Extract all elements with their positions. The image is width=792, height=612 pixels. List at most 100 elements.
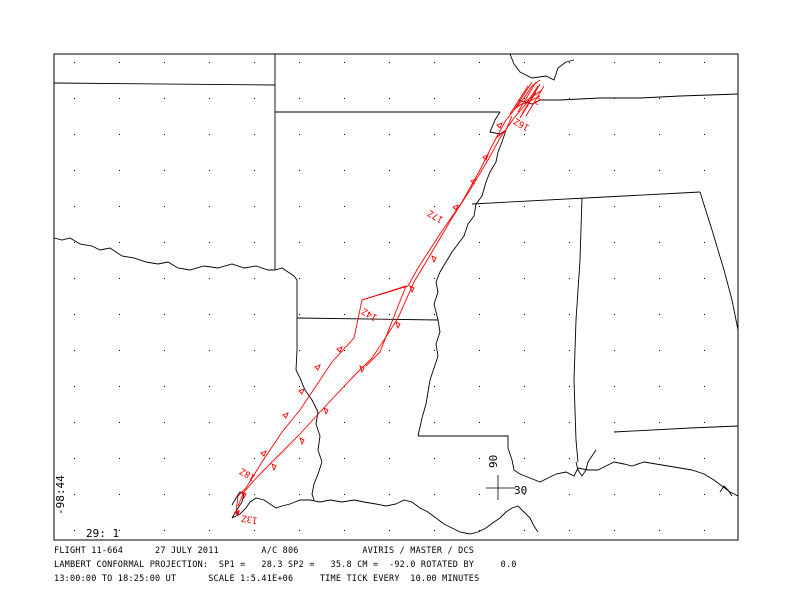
grid-dot [209,530,210,531]
grid-dots [74,62,705,531]
grid-dot [569,386,570,387]
grid-dot [344,98,345,99]
grid-dot [434,170,435,171]
grid-dot [569,242,570,243]
grid-dot [434,494,435,495]
grid-dot [479,530,480,531]
grid-dot [389,350,390,351]
grid-label-lat: 30 [514,484,527,497]
grid-dot [164,98,165,99]
grid-dot [524,278,525,279]
grid-dot [479,386,480,387]
grid-dot [164,62,165,63]
grid-dot [74,350,75,351]
grid-dot [299,62,300,63]
grid-dot [434,206,435,207]
grid-dot [389,98,390,99]
grid-dot [659,386,660,387]
grid-dot [119,134,120,135]
grid-dot [659,350,660,351]
grid-dot [299,494,300,495]
grid-dot [119,242,120,243]
grid-dot [614,314,615,315]
grid-dot [209,62,210,63]
grid-dot [479,206,480,207]
grid-dot [119,206,120,207]
grid-dot [74,62,75,63]
grid-dot [389,206,390,207]
time-label-14z: 14Z [360,305,380,322]
grid-dot [434,98,435,99]
grid-dot [299,206,300,207]
grid-dot [434,422,435,423]
grid-dot [704,530,705,531]
grid-dot [479,98,480,99]
grid-dot [389,458,390,459]
grid-dot [119,494,120,495]
grid-dot [74,98,75,99]
grid-dot [164,134,165,135]
grid-dot [254,530,255,531]
grid-dot [569,134,570,135]
grid-crosshair [486,475,516,500]
grid-dot [254,386,255,387]
grid-dot [524,62,525,63]
grid-dot [524,386,525,387]
grid-dot [74,386,75,387]
grid-dot [254,62,255,63]
grid-dot [389,422,390,423]
grid-dot [524,350,525,351]
grid-dot [524,206,525,207]
grid-dot [479,422,480,423]
grid-dot [659,494,660,495]
grid-dot [389,242,390,243]
grid-dot [209,206,210,207]
grid-dot [614,62,615,63]
grid-dot [119,422,120,423]
grid-dot [254,206,255,207]
grid-dot [254,350,255,351]
grid-dot [524,98,525,99]
grid-dot [299,98,300,99]
grid-dot [164,458,165,459]
grid-dot [164,314,165,315]
grid-dot [254,98,255,99]
grid-dot [704,170,705,171]
grid-dot [704,134,705,135]
grid-dot [344,278,345,279]
grid-dot [209,350,210,351]
grid-dot [299,422,300,423]
grid-dot [119,458,120,459]
grid-dot [614,170,615,171]
grid-dot [524,530,525,531]
grid-dot [704,62,705,63]
grid-dot [254,170,255,171]
time-ticks [241,122,503,500]
grid-dot [389,494,390,495]
grid-dot [659,206,660,207]
grid-dot [344,170,345,171]
grid-dot [614,134,615,135]
grid-dot [344,242,345,243]
start-marker [234,510,240,516]
grid-dot [299,278,300,279]
grid-dot [569,278,570,279]
grid-dot [119,530,120,531]
state-boundaries [53,53,739,535]
grid-dot [434,314,435,315]
grid-dot [614,350,615,351]
grid-dot [254,422,255,423]
grid-dot [164,242,165,243]
grid-dot [524,242,525,243]
grid-dot [389,278,390,279]
grid-dot [434,278,435,279]
grid-dot [299,170,300,171]
grid-dot [344,134,345,135]
grid-dot [659,242,660,243]
grid-dot [344,314,345,315]
grid-dot [659,422,660,423]
grid-dot [74,314,75,315]
grid-dot [389,530,390,531]
grid-dot [389,170,390,171]
grid-dot [659,98,660,99]
